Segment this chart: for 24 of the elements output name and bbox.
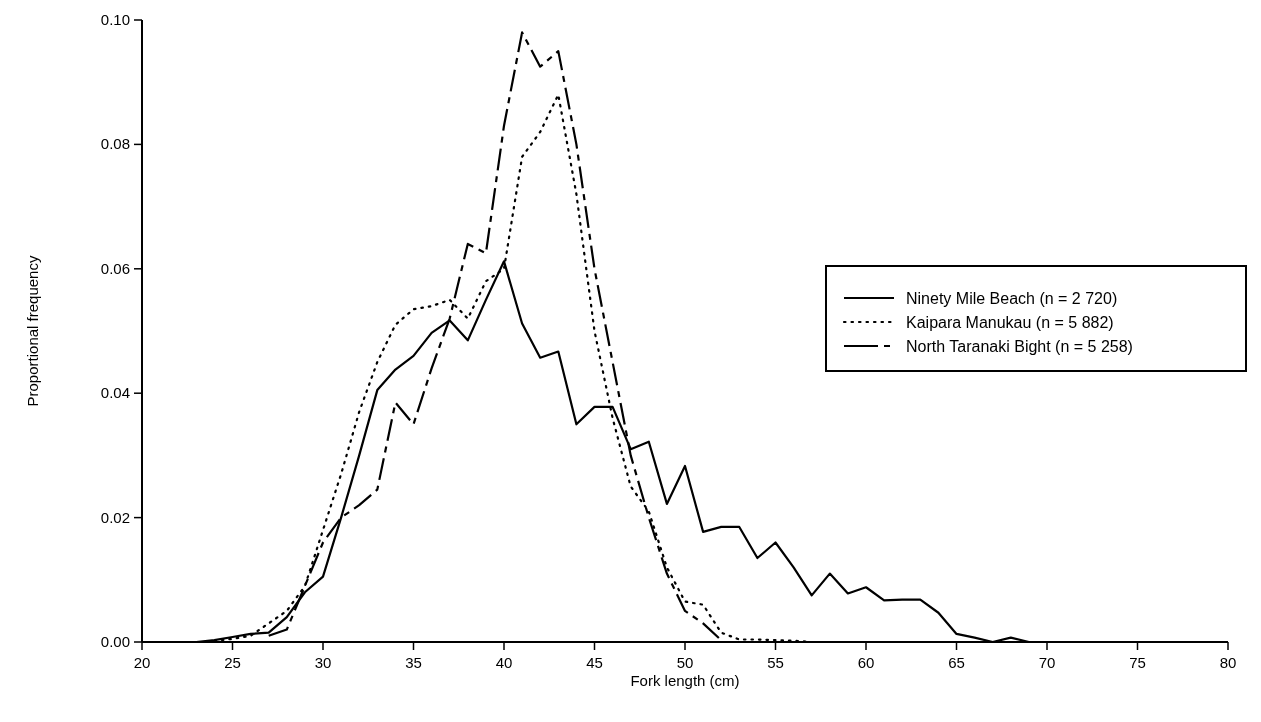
x-tick-label: 20	[133, 654, 151, 671]
y-tick-label: 0.06	[100, 259, 130, 277]
x-axis-title: Fork length (cm)	[630, 672, 740, 689]
y-tick-label: 0.08	[100, 135, 130, 153]
legend-label: Kaipara Manukau (n = 5 882)	[906, 314, 1114, 331]
x-tick-label: 40	[495, 654, 513, 671]
legend-label: North Taranaki Bight (n = 5 258)	[906, 338, 1133, 355]
x-tick-label: 75	[1129, 654, 1146, 671]
x-tick-label: 45	[586, 654, 603, 671]
y-tick-label: 0.02	[100, 508, 130, 526]
x-tick-label: 50	[676, 654, 694, 671]
x-tick-label: 35	[405, 654, 422, 671]
x-tick-label: 65	[948, 654, 965, 671]
legend-label: Ninety Mile Beach (n = 2 720)	[906, 290, 1118, 307]
x-tick-label: 60	[857, 654, 875, 671]
y-tick-label: 0.04	[100, 384, 130, 402]
x-tick-label: 30	[314, 654, 332, 671]
y-axis-title: Proportional frequency	[24, 255, 41, 407]
x-tick-label: 70	[1038, 654, 1056, 671]
x-tick-label: 55	[767, 654, 784, 671]
y-tick-label: 0.10	[100, 11, 130, 28]
x-tick-label: 25	[224, 654, 241, 671]
x-tick-label: 80	[1219, 654, 1237, 671]
y-tick-label: 0.00	[100, 633, 130, 650]
